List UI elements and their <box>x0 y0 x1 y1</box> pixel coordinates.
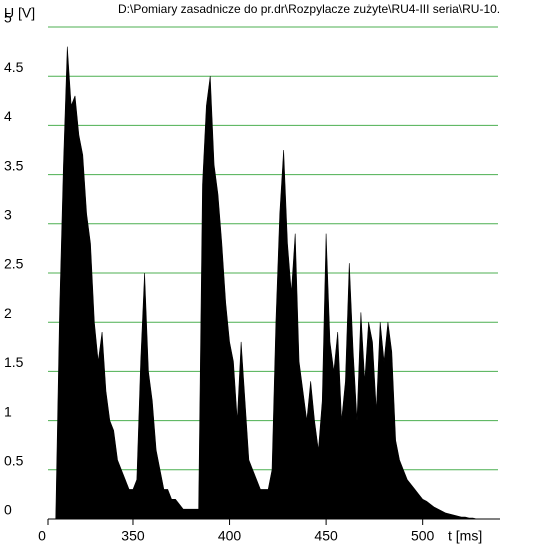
x-tick-label: 0 <box>38 528 46 544</box>
y-tick-label: 5 <box>4 10 12 26</box>
y-tick-label: 1.5 <box>4 354 24 370</box>
y-tick-label: 1 <box>4 403 12 419</box>
x-tick-label: 450 <box>314 528 338 544</box>
y-tick-label: 2.5 <box>4 256 24 272</box>
signal-area <box>55 46 481 520</box>
y-axis-label: U [V] <box>4 5 35 21</box>
y-tick-label: 4.5 <box>4 59 24 75</box>
x-axis-label: t [ms] <box>448 528 482 544</box>
y-tick-label: 0 <box>4 502 12 518</box>
x-tick-label: 400 <box>218 528 242 544</box>
y-tick-label: 3.5 <box>4 157 24 173</box>
y-tick-label: 0.5 <box>4 453 24 469</box>
y-tick-label: 4 <box>4 108 12 124</box>
y-tick-label: 3 <box>4 207 12 223</box>
x-tick-label: 500 <box>411 528 435 544</box>
chart-title: D:\Pomiary zasadnicze do pr.dr\Rozpylacz… <box>118 2 500 16</box>
x-tick-label: 350 <box>121 528 145 544</box>
y-tick-label: 2 <box>4 305 12 321</box>
